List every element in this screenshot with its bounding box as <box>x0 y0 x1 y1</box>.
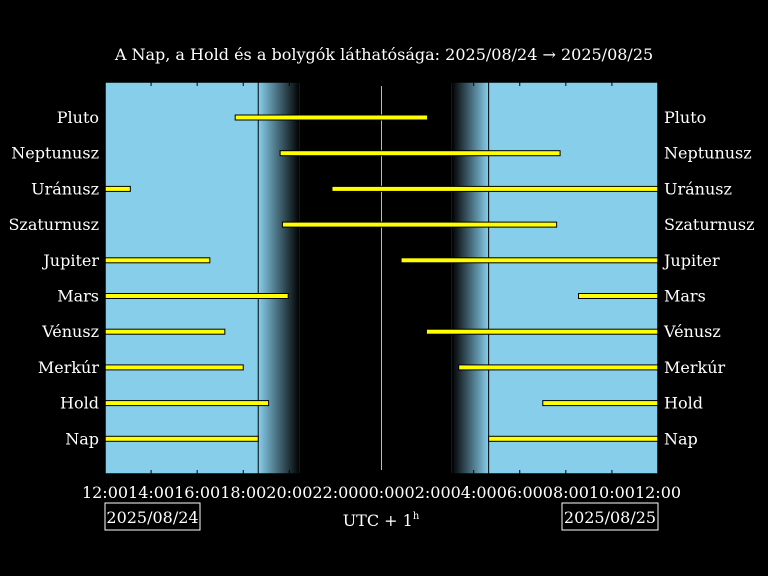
x-tick-label: 06:00 <box>497 483 543 502</box>
x-tick-label: 18:00 <box>220 483 266 502</box>
x-tick-label: 12:00 <box>82 483 128 502</box>
row-label-right: Mars <box>664 287 706 306</box>
visibility-bar-nap-1 <box>104 435 259 442</box>
visibility-bar-merkúr-1 <box>104 364 244 371</box>
x-tick-label: 16:00 <box>174 483 220 502</box>
date-right-label: 2025/08/25 <box>564 508 656 527</box>
row-label-left: Neptunusz <box>11 144 99 163</box>
x-axis-label: UTC + 1h <box>343 511 420 530</box>
visibility-bar-szaturnusz-1 <box>281 221 558 228</box>
row-label-right: Merkúr <box>664 358 726 377</box>
x-tick-label: 12:00 <box>635 483 681 502</box>
x-tick-label: 10:00 <box>589 483 635 502</box>
visibility-bar-uránusz-2 <box>331 185 659 192</box>
visibility-bar-hold-1 <box>104 400 270 407</box>
x-axis-label-superscript: h <box>413 511 420 522</box>
night-background <box>299 82 452 474</box>
x-tick-label: 00:00 <box>358 483 404 502</box>
x-tick-label: 04:00 <box>451 483 497 502</box>
row-label-right: Vénusz <box>663 322 721 341</box>
visibility-bar-mars-2 <box>578 293 659 299</box>
x-tick-label: 20:00 <box>266 483 312 502</box>
row-label-right: Neptunusz <box>664 144 752 163</box>
row-label-left: Merkúr <box>38 358 100 377</box>
visibility-bar-nap-2 <box>488 435 659 442</box>
row-label-right: Szaturnusz <box>664 215 755 234</box>
x-tick-label: 02:00 <box>405 483 451 502</box>
visibility-bar-uránusz-1 <box>104 185 131 192</box>
visibility-bar-pluto-1 <box>234 114 429 121</box>
visibility-bar-vénusz-2 <box>425 328 659 335</box>
twilight-dawn <box>451 82 489 474</box>
date-left-box <box>104 502 201 531</box>
twilight-dusk <box>258 82 300 474</box>
plot-area: Pluto Pluto Neptunusz Neptunusz Uránusz Uránu… <box>8 81 755 502</box>
visibility-bar-jupiter-1 <box>104 257 211 264</box>
x-axis-label-main: UTC + 1 <box>343 511 413 530</box>
row-label-right: Pluto <box>664 108 706 127</box>
row-label-right: Nap <box>664 429 698 448</box>
row-label-right: Hold <box>664 394 703 413</box>
visibility-bar-mars-1 <box>104 293 289 299</box>
visibility-bar-merkúr-2 <box>458 364 659 371</box>
row-label-right: Uránusz <box>664 179 732 198</box>
x-tick-label: 14:00 <box>128 483 174 502</box>
row-label-left: Hold <box>60 394 99 413</box>
x-tick-label: 22:00 <box>312 483 358 502</box>
date-left-label: 2025/08/24 <box>106 508 198 527</box>
date-right-box <box>561 502 659 531</box>
row-label-left: Szaturnusz <box>8 215 99 234</box>
visibility-bar-vénusz-1 <box>104 328 226 335</box>
row-label-left: Mars <box>57 287 99 306</box>
chart-title: A Nap, a Hold és a bolygók láthatósága: … <box>114 45 653 64</box>
row-label-left: Nap <box>65 429 99 448</box>
row-label-right: Jupiter <box>662 251 720 270</box>
visibility-bar-jupiter-2 <box>400 257 659 264</box>
row-label-left: Pluto <box>57 108 99 127</box>
visibility-bar-neptunusz-1 <box>279 150 561 157</box>
visibility-bar-hold-2 <box>542 400 659 407</box>
row-label-left: Jupiter <box>41 251 99 270</box>
row-label-left: Uránusz <box>31 179 99 198</box>
x-tick-label: 08:00 <box>543 483 589 502</box>
row-label-left: Vénusz <box>41 322 99 341</box>
